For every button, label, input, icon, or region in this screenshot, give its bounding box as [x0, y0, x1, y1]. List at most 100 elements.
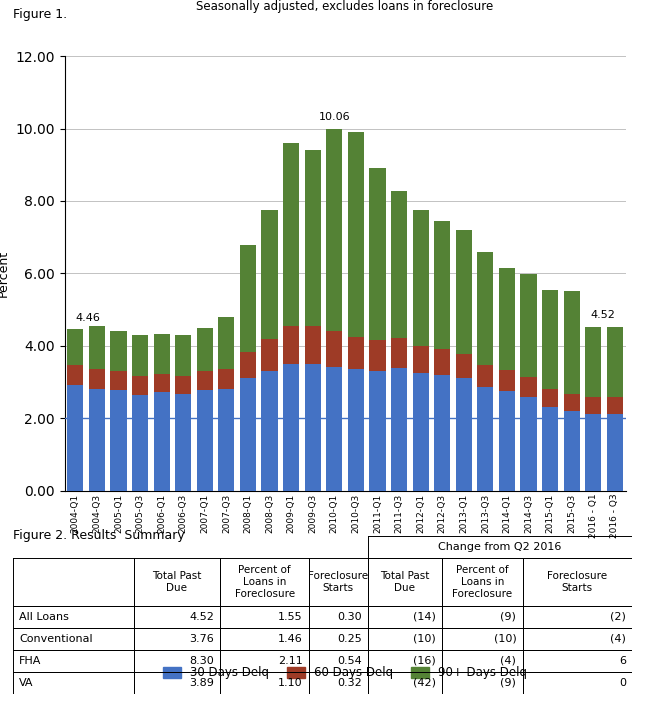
Bar: [391, 338, 407, 367]
Bar: [413, 210, 429, 346]
Bar: [607, 327, 623, 397]
Bar: [110, 390, 126, 491]
Bar: [326, 332, 342, 367]
Text: (2): (2): [610, 612, 626, 622]
Bar: [154, 392, 170, 491]
Bar: [607, 397, 623, 414]
Bar: [391, 191, 407, 338]
Bar: [283, 364, 299, 491]
Bar: [499, 268, 515, 370]
Bar: [283, 143, 299, 326]
Bar: [564, 411, 580, 491]
Bar: [89, 388, 105, 491]
Bar: [521, 376, 537, 397]
Bar: [89, 326, 105, 369]
Bar: [304, 326, 321, 364]
Bar: [607, 414, 623, 491]
Bar: [542, 389, 558, 407]
Bar: [326, 128, 342, 332]
Bar: [521, 397, 537, 491]
Text: All Loans: All Loans: [19, 612, 69, 622]
Text: Change from Q2 2016: Change from Q2 2016: [438, 543, 562, 552]
Bar: [261, 339, 277, 372]
Bar: [283, 326, 299, 364]
Bar: [175, 376, 192, 394]
Text: FHA: FHA: [19, 656, 41, 666]
Bar: [455, 354, 472, 379]
Text: 4.46: 4.46: [75, 313, 100, 322]
Legend: 30 Days Delq, 60 Days Delq, 90+ Days Delq: 30 Days Delq, 60 Days Delq, 90+ Days Del…: [159, 662, 531, 684]
Text: VA: VA: [19, 678, 34, 688]
Text: (14): (14): [413, 612, 436, 622]
Text: 3.76: 3.76: [190, 634, 214, 644]
Bar: [348, 336, 364, 369]
Bar: [67, 365, 83, 385]
Bar: [477, 388, 493, 491]
Bar: [67, 385, 83, 491]
Bar: [304, 364, 321, 491]
Bar: [197, 372, 213, 390]
Bar: [370, 341, 386, 372]
Bar: [521, 274, 537, 376]
Bar: [370, 372, 386, 491]
Bar: [132, 335, 148, 376]
Text: 0.32: 0.32: [337, 678, 361, 688]
Bar: [218, 369, 235, 389]
Bar: [132, 395, 148, 491]
Bar: [218, 317, 235, 369]
Bar: [455, 230, 472, 354]
Text: 3.89: 3.89: [189, 678, 214, 688]
Bar: [585, 327, 601, 397]
Text: Foreclosure
Starts: Foreclosure Starts: [308, 571, 368, 593]
Text: 0.54: 0.54: [337, 656, 361, 666]
Text: (16): (16): [413, 656, 436, 666]
Text: 1.10: 1.10: [278, 678, 303, 688]
Text: 0: 0: [619, 678, 626, 688]
Text: 8.30: 8.30: [190, 656, 214, 666]
Bar: [477, 365, 493, 388]
Bar: [434, 348, 450, 375]
Text: (9): (9): [501, 678, 516, 688]
Bar: [197, 328, 213, 372]
Bar: [240, 353, 256, 379]
Bar: [218, 389, 235, 491]
Text: 4.52: 4.52: [189, 612, 214, 622]
Text: Foreclosure
Starts: Foreclosure Starts: [547, 571, 608, 593]
Text: 0.30: 0.30: [337, 612, 361, 622]
Text: (4): (4): [610, 634, 626, 644]
Bar: [413, 373, 429, 491]
Bar: [477, 252, 493, 365]
Text: Seasonally adjusted, excludes loans in foreclosure: Seasonally adjusted, excludes loans in f…: [197, 0, 493, 13]
Bar: [326, 367, 342, 491]
Bar: [261, 210, 277, 339]
Bar: [154, 334, 170, 374]
Bar: [67, 329, 83, 365]
Bar: [89, 369, 105, 388]
Bar: [542, 407, 558, 491]
Bar: [132, 376, 148, 395]
Bar: [110, 332, 126, 372]
Bar: [197, 390, 213, 491]
Text: Percent of
Loans in
Foreclosure: Percent of Loans in Foreclosure: [452, 566, 512, 599]
Text: 6: 6: [619, 656, 626, 666]
Text: Figure 2. Results  Summary: Figure 2. Results Summary: [13, 529, 184, 543]
Text: Percent of
Loans in
Foreclosure: Percent of Loans in Foreclosure: [235, 566, 295, 599]
Bar: [261, 372, 277, 491]
Text: Figure 1.: Figure 1.: [13, 8, 67, 22]
Text: Conventional: Conventional: [19, 634, 93, 644]
Text: (9): (9): [501, 612, 516, 622]
Bar: [175, 394, 192, 491]
Bar: [348, 132, 364, 336]
Bar: [240, 245, 256, 353]
Text: (42): (42): [413, 678, 436, 688]
Bar: [434, 375, 450, 491]
Text: (4): (4): [501, 656, 516, 666]
Bar: [370, 168, 386, 341]
Bar: [585, 414, 601, 491]
Text: 1.55: 1.55: [278, 612, 303, 622]
Y-axis label: Percent: Percent: [0, 250, 10, 297]
Bar: [154, 374, 170, 392]
Bar: [499, 370, 515, 391]
Text: 0.25: 0.25: [337, 634, 361, 644]
Bar: [348, 369, 364, 491]
